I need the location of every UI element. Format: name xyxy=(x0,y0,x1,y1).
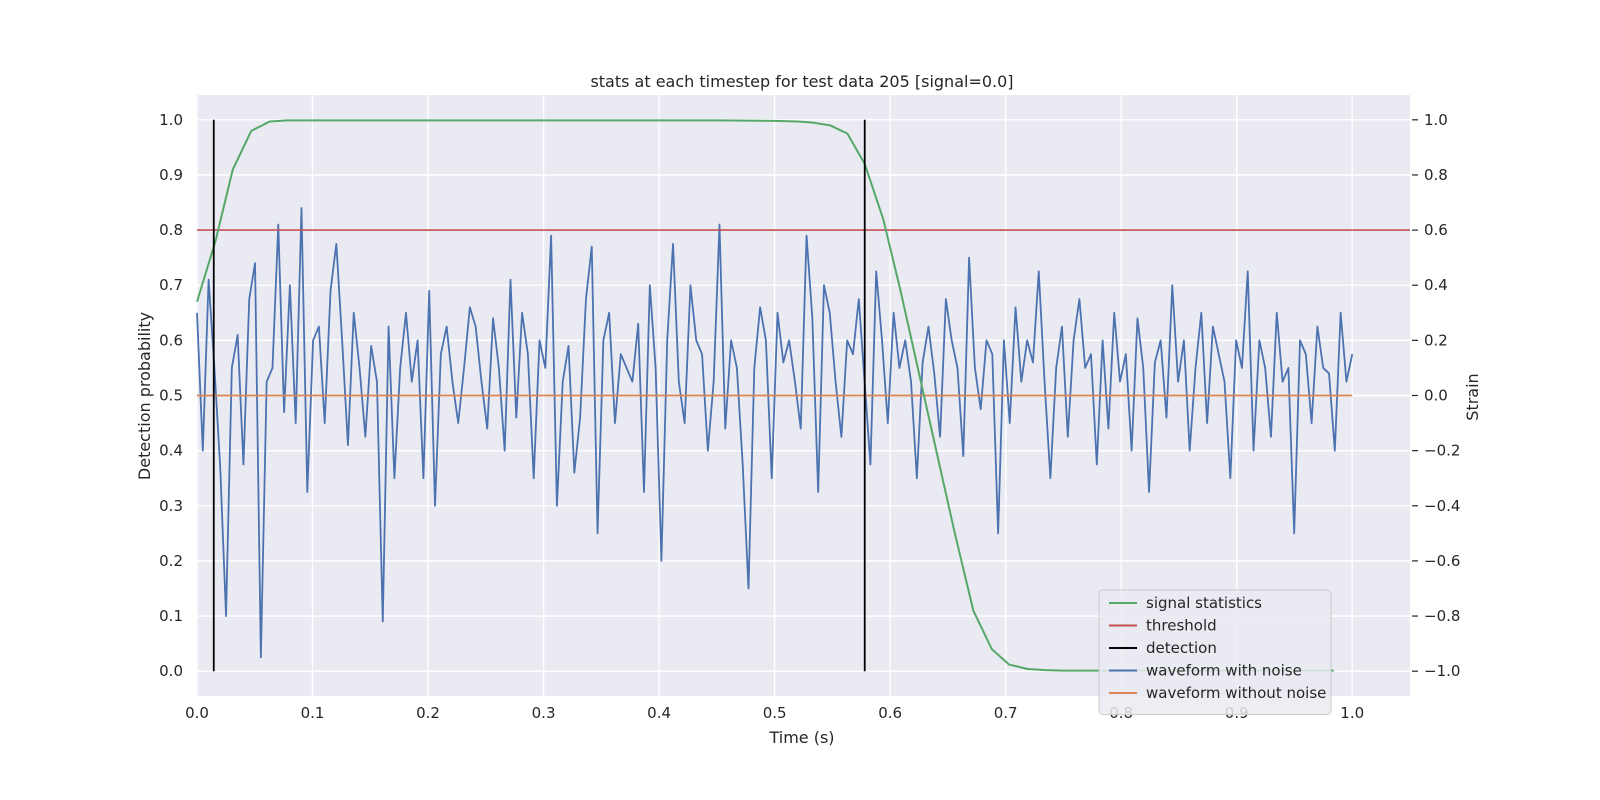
legend-label: waveform with noise xyxy=(1146,662,1302,680)
x-tick-label: 0.5 xyxy=(763,704,787,722)
y-tick-label: 0.9 xyxy=(159,166,183,184)
y-tick-labels: 0.0 0.1 0.2 0.3 0.4 0.5 0.6 0.7 0.8 0.9 1.0 xyxy=(159,111,183,680)
y-tick-label: 1.0 xyxy=(159,111,183,129)
x-tick-label: 0.4 xyxy=(647,704,671,722)
legend-label: detection xyxy=(1146,639,1217,657)
y2-axis-label: Strain xyxy=(1463,373,1482,420)
y2-tick-label: 0.4 xyxy=(1424,276,1448,294)
y2-tick-label: −0.6 xyxy=(1424,552,1460,570)
y2-tick-label: 0.0 xyxy=(1424,387,1448,405)
y2-tick-label: −0.8 xyxy=(1424,607,1460,625)
x-tick-label: 1.0 xyxy=(1340,704,1364,722)
x-tick-label: 0.2 xyxy=(416,704,440,722)
x-tick-label: 0.0 xyxy=(185,704,209,722)
y2-tick-label: 0.2 xyxy=(1424,331,1448,349)
y-axis-label: Detection probability xyxy=(135,312,154,480)
y-tick-label: 0.7 xyxy=(159,276,183,294)
x-tick-label: 0.6 xyxy=(878,704,902,722)
y-tick-label: 0.3 xyxy=(159,497,183,515)
series-layer xyxy=(196,119,1410,672)
chart-title: stats at each timestep for test data 205… xyxy=(590,72,1013,91)
signal-statistics-line xyxy=(196,119,1334,672)
x-tick-label: 0.7 xyxy=(994,704,1018,722)
y2-tick-label: 0.8 xyxy=(1424,166,1448,184)
y2-tick-labels: −1.0 −0.8 −0.6 −0.4 −0.2 0.0 0.2 0.4 0.6 0.8 1.0 xyxy=(1412,111,1460,680)
y-tick-label: 0.1 xyxy=(159,607,183,625)
y2-tick-label: −1.0 xyxy=(1424,662,1460,680)
y2-tick-label: −0.2 xyxy=(1424,442,1460,460)
legend-box xyxy=(1098,589,1332,715)
legend-label: waveform without noise xyxy=(1146,684,1326,702)
x-tick-label: 0.1 xyxy=(301,704,325,722)
legend-label: threshold xyxy=(1146,617,1217,635)
legend-label: signal statistics xyxy=(1146,594,1262,612)
y2-tick-label: −0.4 xyxy=(1424,497,1460,515)
y-tick-label: 0.6 xyxy=(159,331,183,349)
legend: signal statistics threshold detection wavef… xyxy=(1098,589,1332,715)
y2-tick-label: 1.0 xyxy=(1424,111,1448,129)
y-tick-label: 0.0 xyxy=(159,662,183,680)
x-axis-label: Time (s) xyxy=(768,728,834,747)
y2-tick-label: 0.6 xyxy=(1424,221,1448,239)
x-tick-label: 0.3 xyxy=(532,704,556,722)
y-tick-label: 0.8 xyxy=(159,221,183,239)
y-tick-label: 0.4 xyxy=(159,442,183,460)
y-tick-label: 0.5 xyxy=(159,387,183,405)
y-tick-label: 0.2 xyxy=(159,552,183,570)
